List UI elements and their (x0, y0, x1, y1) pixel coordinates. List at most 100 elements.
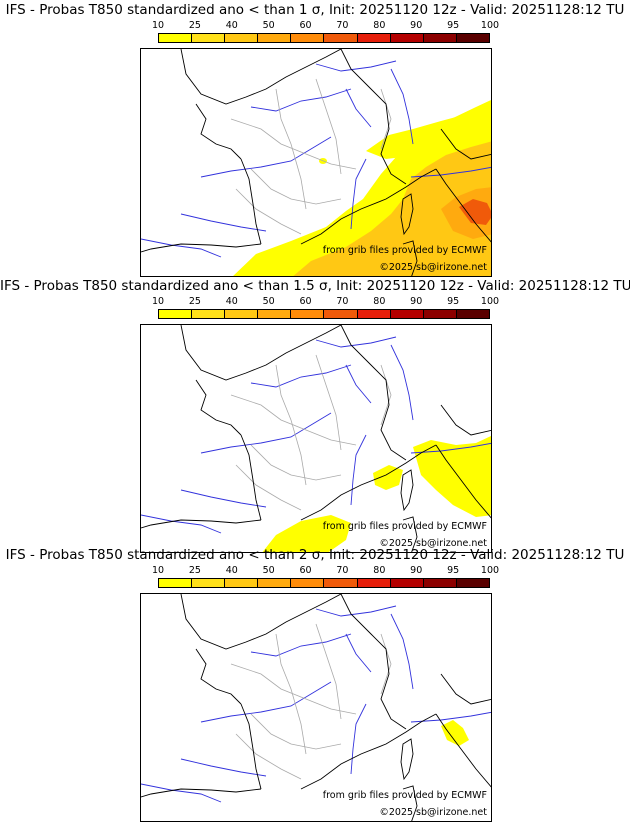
coast-channel (180, 49, 342, 105)
colorbar-strip (158, 33, 490, 43)
river-garonne (180, 213, 267, 232)
colorbar-legend: 10 25 40 50 60 70 80 90 95 100 (152, 565, 499, 591)
panel-title: IFS - Probas T850 standardized ano < tha… (0, 278, 630, 294)
map-canvas (141, 325, 491, 552)
colorbar-segment (225, 310, 259, 318)
colorbar-tick-labels: 10 25 40 50 60 70 80 90 95 100 (152, 20, 499, 31)
rivers (141, 605, 491, 803)
colorbar-segment (357, 310, 391, 318)
border-east (340, 49, 407, 185)
credit-source: from grib files provided by ECMWF (322, 790, 487, 801)
colorbar-tick-label: 95 (447, 296, 460, 307)
colorbar-segment (456, 310, 489, 318)
colorbar-tick-label: 100 (480, 565, 500, 576)
panel-title: IFS - Probas T850 standardized ano < tha… (5, 547, 625, 563)
rivers (141, 336, 491, 534)
river-seine (250, 88, 352, 112)
probability-area-alps (441, 720, 469, 746)
colorbar-tick-label: 40 (225, 565, 238, 576)
river-west (141, 238, 222, 258)
colorbar-tick-label: 25 (188, 296, 201, 307)
colorbar-tick-label: 100 (480, 296, 500, 307)
probability-area-peak (459, 199, 491, 225)
colorbar-tick-label: 60 (299, 565, 312, 576)
colorbar-segment (291, 310, 325, 318)
colorbar-segment (225, 579, 259, 587)
colorbar-legend: 10 25 40 50 60 70 80 90 95 100 (152, 20, 499, 46)
colorbar-segment (357, 579, 391, 587)
river-loire (200, 136, 332, 178)
colorbar-tick-label: 95 (447, 20, 460, 31)
coast-italy (435, 168, 491, 243)
probability-map: from grib files provided by ECMWF ©2025 … (140, 593, 492, 822)
colorbar-segment (258, 34, 292, 42)
regional-borders (230, 354, 392, 511)
colorbar-tick-label: 60 (299, 20, 312, 31)
forecast-panel-3: IFS - Probas T850 standardized ano < tha… (0, 545, 630, 822)
coast-spain (141, 243, 262, 253)
colorbar-segment (258, 310, 292, 318)
colorbar-tick-label: 80 (373, 20, 386, 31)
colorbar-segment (159, 34, 193, 42)
probability-map: from grib files provided by ECMWF ©2025 … (140, 324, 492, 553)
credit-copyright: ©2025 sb@irizone.net (379, 538, 487, 549)
colorbar-segment (390, 34, 424, 42)
colorbar-segment (423, 34, 457, 42)
colorbar-segment (159, 310, 193, 318)
coast-mediterranean (300, 168, 437, 245)
coastlines (141, 49, 491, 276)
river-north (315, 60, 397, 72)
colorbar-segment (192, 310, 226, 318)
river-rhine (390, 68, 414, 145)
colorbar-segment (390, 310, 424, 318)
colorbar-tick-label: 80 (373, 296, 386, 307)
forecast-panel-1: IFS - Probas T850 standardized ano < tha… (0, 0, 630, 277)
regional-borders (230, 623, 392, 780)
credit-copyright: ©2025 sb@irizone.net (379, 807, 487, 818)
colorbar-tick-label: 10 (151, 20, 165, 31)
probability-area-gulf (262, 515, 351, 552)
coast-sardinia (402, 240, 418, 276)
colorbar-tick-label: 50 (262, 20, 275, 31)
colorbar-tick-label: 100 (480, 20, 500, 31)
colorbar-legend: 10 25 40 50 60 70 80 90 95 100 (152, 296, 499, 322)
coast-atlantic (240, 158, 262, 245)
map-canvas (141, 594, 491, 821)
colorbar-segment (357, 34, 391, 42)
credit-copyright: ©2025 sb@irizone.net (379, 262, 487, 273)
map-canvas (141, 49, 491, 276)
colorbar-segment (192, 579, 226, 587)
coast-brittany (195, 103, 242, 160)
colorbar-tick-label: 10 (151, 296, 165, 307)
colorbar-tick-label: 70 (336, 565, 349, 576)
colorbar-segment (291, 34, 325, 42)
colorbar-segment (159, 579, 193, 587)
colorbar-tick-label: 10 (151, 565, 165, 576)
colorbar-tick-label: 25 (188, 565, 201, 576)
colorbar-strip (158, 309, 490, 319)
colorbar-strip (158, 578, 490, 588)
rivers (141, 60, 491, 258)
colorbar-tick-label: 95 (447, 565, 460, 576)
coast-corsica (400, 193, 414, 236)
colorbar-segment (291, 579, 325, 587)
panel-title: IFS - Probas T850 standardized ano < tha… (5, 2, 625, 18)
colorbar-segment (423, 310, 457, 318)
regional-borders (230, 78, 392, 235)
colorbar-tick-label: 50 (262, 296, 275, 307)
colorbar-segment (324, 34, 358, 42)
colorbar-tick-label: 40 (225, 20, 238, 31)
colorbar-segment (423, 579, 457, 587)
colorbar-tick-label: 70 (336, 296, 349, 307)
colorbar-tick-label: 90 (410, 296, 423, 307)
colorbar-segment (456, 34, 489, 42)
colorbar-tick-label: 80 (373, 565, 386, 576)
credit-source: from grib files provided by ECMWF (322, 245, 487, 256)
border-alps (440, 128, 491, 160)
probability-area-alps (413, 435, 491, 517)
coastlines (141, 594, 491, 821)
colorbar-segment (456, 579, 489, 587)
colorbar-tick-label: 90 (410, 565, 423, 576)
forecast-panel-2: IFS - Probas T850 standardized ano < tha… (0, 276, 630, 553)
colorbar-segment (192, 34, 226, 42)
